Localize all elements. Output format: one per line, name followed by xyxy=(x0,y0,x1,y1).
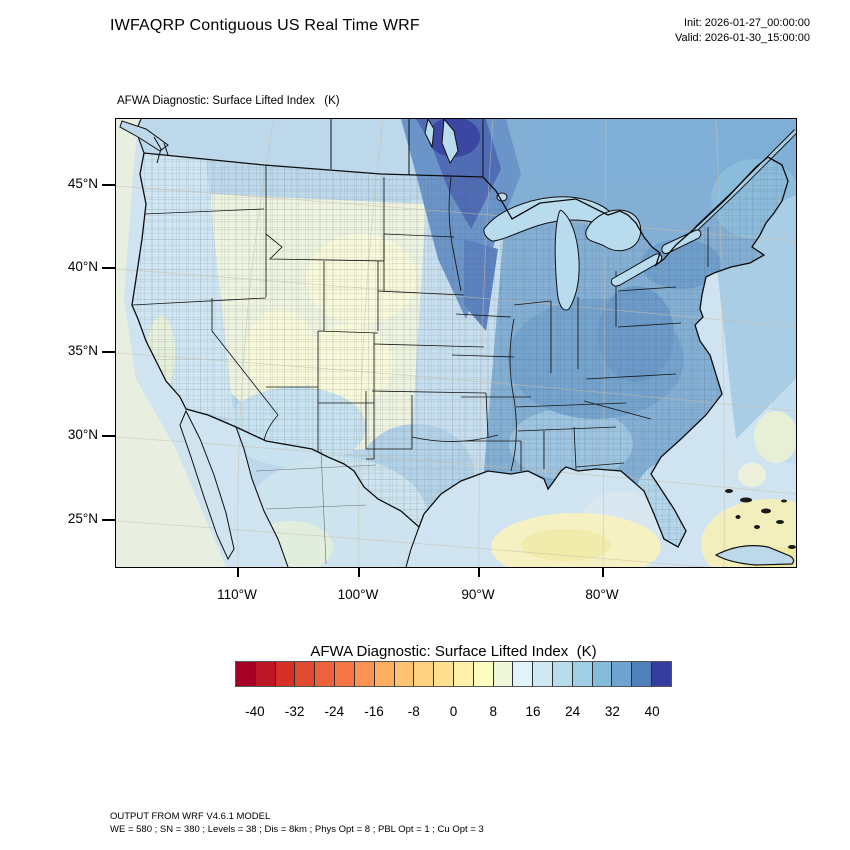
valid-time: Valid: 2026-01-30_15:00:00 xyxy=(675,32,810,44)
lon-tick-mark xyxy=(237,567,239,577)
cuba xyxy=(714,545,795,566)
state-borders xyxy=(132,165,709,472)
colorbar-cell xyxy=(591,662,612,686)
bahamas-islands xyxy=(725,489,796,549)
lat-label-25n: 25°N xyxy=(67,511,98,526)
lon-label-110w: 110°W xyxy=(217,587,257,602)
canada-province-lines xyxy=(330,119,484,177)
colorbar-cell xyxy=(413,662,434,686)
colorbar-tick-label: 32 xyxy=(604,704,620,719)
lat-label-45n: 45°N xyxy=(67,176,98,191)
footer-model-line: OUTPUT FROM WRF V4.6.1 MODEL xyxy=(110,811,271,822)
colorbar-cell xyxy=(631,662,652,686)
colorbar xyxy=(235,661,672,687)
lon-tick-mark xyxy=(358,567,360,577)
lat-tick-mark xyxy=(102,184,115,186)
lat-label-35n: 35°N xyxy=(67,343,98,358)
lat-tick-mark xyxy=(102,351,115,353)
colorbar-cell xyxy=(452,662,473,686)
footer-config-line: WE = 580 ; SN = 380 ; Levels = 38 ; Dis … xyxy=(110,824,484,835)
colorbar-cell xyxy=(611,662,632,686)
field-subtitle: AFWA Diagnostic: Surface Lifted Index (K… xyxy=(117,95,340,107)
colorbar-cell xyxy=(373,662,394,686)
colorbar-labels: -40 -32 -24 -16 -8 0 8 16 24 32 40 xyxy=(235,704,672,724)
colorbar-tick-label: -32 xyxy=(284,704,305,719)
colorbar-cell xyxy=(314,662,335,686)
colorbar-cell xyxy=(472,662,493,686)
colorbar-cell xyxy=(334,662,354,686)
puget-sound xyxy=(153,136,169,164)
lon-tick-mark xyxy=(478,567,480,577)
map-graphic xyxy=(116,119,796,567)
lon-tick-mark xyxy=(602,567,604,577)
baja-peninsula xyxy=(179,409,235,561)
colorbar-tick-label: -16 xyxy=(364,704,384,719)
lat-label-30n: 30°N xyxy=(67,427,98,442)
great-lakes xyxy=(424,119,702,311)
lat-tick-mark xyxy=(102,519,115,521)
lat-label-40n: 40°N xyxy=(67,259,98,274)
colorbar-cell xyxy=(651,662,671,686)
colorbar-tick-label: -40 xyxy=(245,704,265,719)
colorbar-tick-label: 8 xyxy=(489,704,497,719)
colorbar-cell xyxy=(552,662,572,686)
colorbar-tick-label: 16 xyxy=(525,704,541,719)
init-time: Init: 2026-01-27_00:00:00 xyxy=(684,17,810,29)
map-frame xyxy=(115,118,797,568)
colorbar-cell xyxy=(294,662,315,686)
colorbar-cell xyxy=(353,662,374,686)
colorbar-cell xyxy=(254,662,275,686)
init-valid-block: Init: 2026-01-27_00:00:00 Valid: 2026-01… xyxy=(675,16,810,46)
lon-label-80w: 80°W xyxy=(585,587,619,602)
mexico-state-lines xyxy=(255,448,377,565)
colorbar-cell xyxy=(512,662,533,686)
colorbar-cell xyxy=(274,662,295,686)
colorbar-tick-label: 0 xyxy=(449,704,458,719)
lat-tick-mark xyxy=(102,435,115,437)
plot-title: IWFAQRP Contiguous US Real Time WRF xyxy=(110,17,420,34)
lon-label-90w: 90°W xyxy=(461,587,495,602)
lat-tick-mark xyxy=(102,267,115,269)
graticule xyxy=(116,119,796,567)
st-lawrence-river-water xyxy=(694,129,796,231)
colorbar-cell xyxy=(571,662,592,686)
colorbar-tick-label: 24 xyxy=(565,704,581,719)
colorbar-title: AFWA Diagnostic: Surface Lifted Index (K… xyxy=(310,643,597,660)
colorbar-cell xyxy=(393,662,414,686)
lon-label-100w: 100°W xyxy=(337,587,379,602)
colorbar-cell xyxy=(492,662,513,686)
colorbar-tick-label: 40 xyxy=(644,704,660,719)
colorbar-tick-label: -8 xyxy=(407,704,420,719)
colorbar-cell xyxy=(532,662,552,686)
colorbar-tick-label: -24 xyxy=(324,704,345,719)
colorbar-cell xyxy=(433,662,453,686)
colorbar-cell xyxy=(236,662,255,686)
